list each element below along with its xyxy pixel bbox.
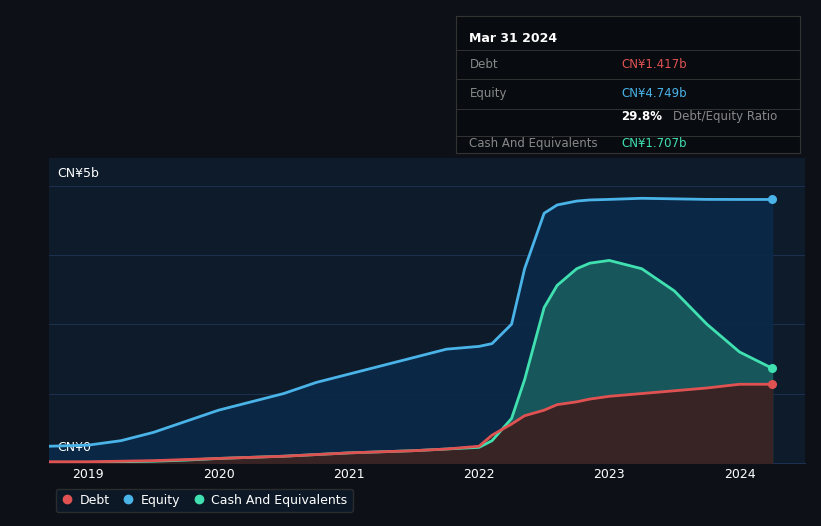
Text: Equity: Equity <box>470 87 507 99</box>
Point <box>765 380 778 389</box>
Point <box>765 364 778 372</box>
Text: CN¥1.707b: CN¥1.707b <box>621 137 686 150</box>
Text: Debt/Equity Ratio: Debt/Equity Ratio <box>673 110 777 123</box>
Text: CN¥1.417b: CN¥1.417b <box>621 58 687 71</box>
Text: Mar 31 2024: Mar 31 2024 <box>470 32 557 45</box>
Text: CN¥0: CN¥0 <box>57 441 91 454</box>
Legend: Debt, Equity, Cash And Equivalents: Debt, Equity, Cash And Equivalents <box>56 489 352 512</box>
Text: CN¥4.749b: CN¥4.749b <box>621 87 687 99</box>
Text: CN¥5b: CN¥5b <box>57 167 99 180</box>
Text: Debt: Debt <box>470 58 498 71</box>
Point <box>765 195 778 204</box>
Text: 29.8%: 29.8% <box>621 110 663 123</box>
Text: Cash And Equivalents: Cash And Equivalents <box>470 137 598 150</box>
